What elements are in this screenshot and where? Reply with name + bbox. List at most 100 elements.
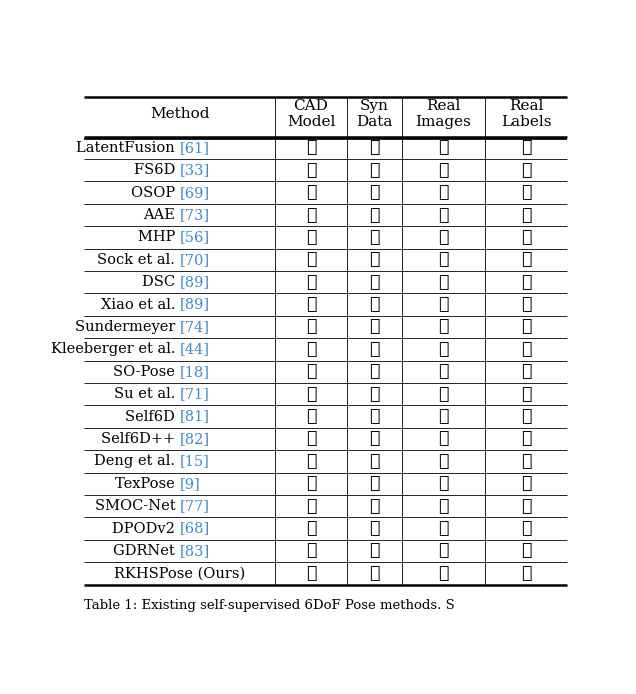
Text: ✗: ✗ (521, 341, 531, 358)
Text: ✓: ✓ (370, 139, 380, 156)
Text: ✓: ✓ (306, 341, 316, 358)
Text: DSC: DSC (142, 276, 180, 289)
Text: OSOP: OSOP (131, 185, 180, 200)
Text: [33]: [33] (180, 163, 210, 177)
Text: ✓: ✓ (438, 453, 449, 470)
Text: [74]: [74] (180, 320, 210, 334)
Text: ✓: ✓ (306, 251, 316, 269)
Text: AAE: AAE (143, 208, 180, 222)
Text: ✗: ✗ (521, 296, 531, 313)
Text: ✓: ✓ (306, 565, 316, 582)
Text: ✓: ✓ (370, 273, 380, 291)
Text: ✗: ✗ (438, 319, 449, 335)
Text: SO-Pose: SO-Pose (113, 365, 180, 379)
Text: [71]: [71] (180, 387, 210, 401)
Text: ✓: ✓ (438, 475, 449, 492)
Text: ✗: ✗ (521, 139, 531, 156)
Text: MHP: MHP (138, 230, 180, 244)
Text: ✓: ✓ (370, 341, 380, 358)
Text: ✗: ✗ (521, 319, 531, 335)
Text: ✗: ✗ (521, 408, 531, 425)
Text: ✗: ✗ (438, 207, 449, 223)
Text: [82]: [82] (180, 432, 210, 446)
Text: ✓: ✓ (306, 162, 316, 179)
Text: ✓: ✓ (438, 386, 449, 403)
Text: [89]: [89] (180, 298, 210, 312)
Text: ✗: ✗ (521, 251, 531, 269)
Text: FS6D: FS6D (134, 163, 180, 177)
Text: ✗: ✗ (521, 453, 531, 470)
Text: [44]: [44] (180, 342, 210, 357)
Text: [69]: [69] (180, 185, 210, 200)
Text: [70]: [70] (180, 253, 210, 266)
Text: Self6D: Self6D (125, 409, 180, 423)
Text: ✓: ✓ (306, 184, 316, 201)
Text: ✗: ✗ (438, 273, 449, 291)
Text: [61]: [61] (180, 141, 210, 155)
Text: ✓: ✓ (306, 273, 316, 291)
Text: ✗: ✗ (438, 184, 449, 201)
Text: Real
Labels: Real Labels (501, 99, 551, 129)
Text: ✓: ✓ (306, 453, 316, 470)
Text: ✓: ✓ (370, 430, 380, 448)
Text: ✓: ✓ (370, 184, 380, 201)
Text: ✓: ✓ (370, 251, 380, 269)
Text: ✓: ✓ (306, 475, 316, 492)
Text: ✓: ✓ (370, 565, 380, 582)
Text: ✗: ✗ (306, 139, 316, 156)
Text: [77]: [77] (180, 499, 210, 513)
Text: ✓: ✓ (370, 207, 380, 223)
Text: ✗: ✗ (521, 184, 531, 201)
Text: ✗: ✗ (521, 475, 531, 492)
Text: ✓: ✓ (306, 207, 316, 223)
Text: ✓: ✓ (438, 430, 449, 448)
Text: ✗: ✗ (521, 386, 531, 403)
Text: [81]: [81] (180, 409, 210, 423)
Text: ✗: ✗ (521, 207, 531, 223)
Text: ✓: ✓ (306, 386, 316, 403)
Text: ✓: ✓ (370, 498, 380, 515)
Text: ✓: ✓ (306, 296, 316, 313)
Text: ✓: ✓ (306, 319, 316, 335)
Text: ✓: ✓ (306, 363, 316, 380)
Text: ✓: ✓ (370, 408, 380, 425)
Text: ✗: ✗ (521, 273, 531, 291)
Text: ✗: ✗ (438, 251, 449, 269)
Text: Method: Method (150, 107, 210, 121)
Text: ✓: ✓ (438, 363, 449, 380)
Text: [15]: [15] (180, 455, 210, 468)
Text: ✓: ✓ (370, 453, 380, 470)
Text: ✗: ✗ (521, 229, 531, 246)
Text: ✓: ✓ (438, 520, 449, 537)
Text: ✗: ✗ (438, 229, 449, 246)
Text: ✗: ✗ (521, 498, 531, 515)
Text: ✓: ✓ (370, 296, 380, 313)
Text: Real
Images: Real Images (416, 99, 471, 129)
Text: ✓: ✓ (438, 565, 449, 582)
Text: [9]: [9] (180, 477, 200, 491)
Text: ✓: ✓ (306, 498, 316, 515)
Text: GDRNet: GDRNet (113, 544, 180, 558)
Text: ✓: ✓ (438, 408, 449, 425)
Text: ✓: ✓ (438, 543, 449, 559)
Text: ✗: ✗ (521, 520, 531, 537)
Text: Kleeberger et al.: Kleeberger et al. (51, 342, 180, 357)
Text: SMOC-Net: SMOC-Net (95, 499, 180, 513)
Text: ✗: ✗ (438, 341, 449, 358)
Text: [83]: [83] (180, 544, 210, 558)
Text: ✓: ✓ (306, 229, 316, 246)
Text: ✓: ✓ (370, 386, 380, 403)
Text: ✗: ✗ (521, 565, 531, 582)
Text: Deng et al.: Deng et al. (94, 455, 180, 468)
Text: ✗: ✗ (438, 139, 449, 156)
Text: [89]: [89] (180, 276, 210, 289)
Text: RKHSPose (Ours): RKHSPose (Ours) (114, 566, 245, 580)
Text: ✓: ✓ (370, 363, 380, 380)
Text: Table 1: Existing self-supervised 6DoF Pose methods. S: Table 1: Existing self-supervised 6DoF P… (85, 600, 455, 612)
Text: ✓: ✓ (306, 430, 316, 448)
Text: Xiao et al.: Xiao et al. (100, 298, 180, 312)
Text: TexPose: TexPose (116, 477, 180, 491)
Text: CAD
Model: CAD Model (287, 99, 335, 129)
Text: [68]: [68] (180, 522, 210, 536)
Text: Su et al.: Su et al. (114, 387, 180, 401)
